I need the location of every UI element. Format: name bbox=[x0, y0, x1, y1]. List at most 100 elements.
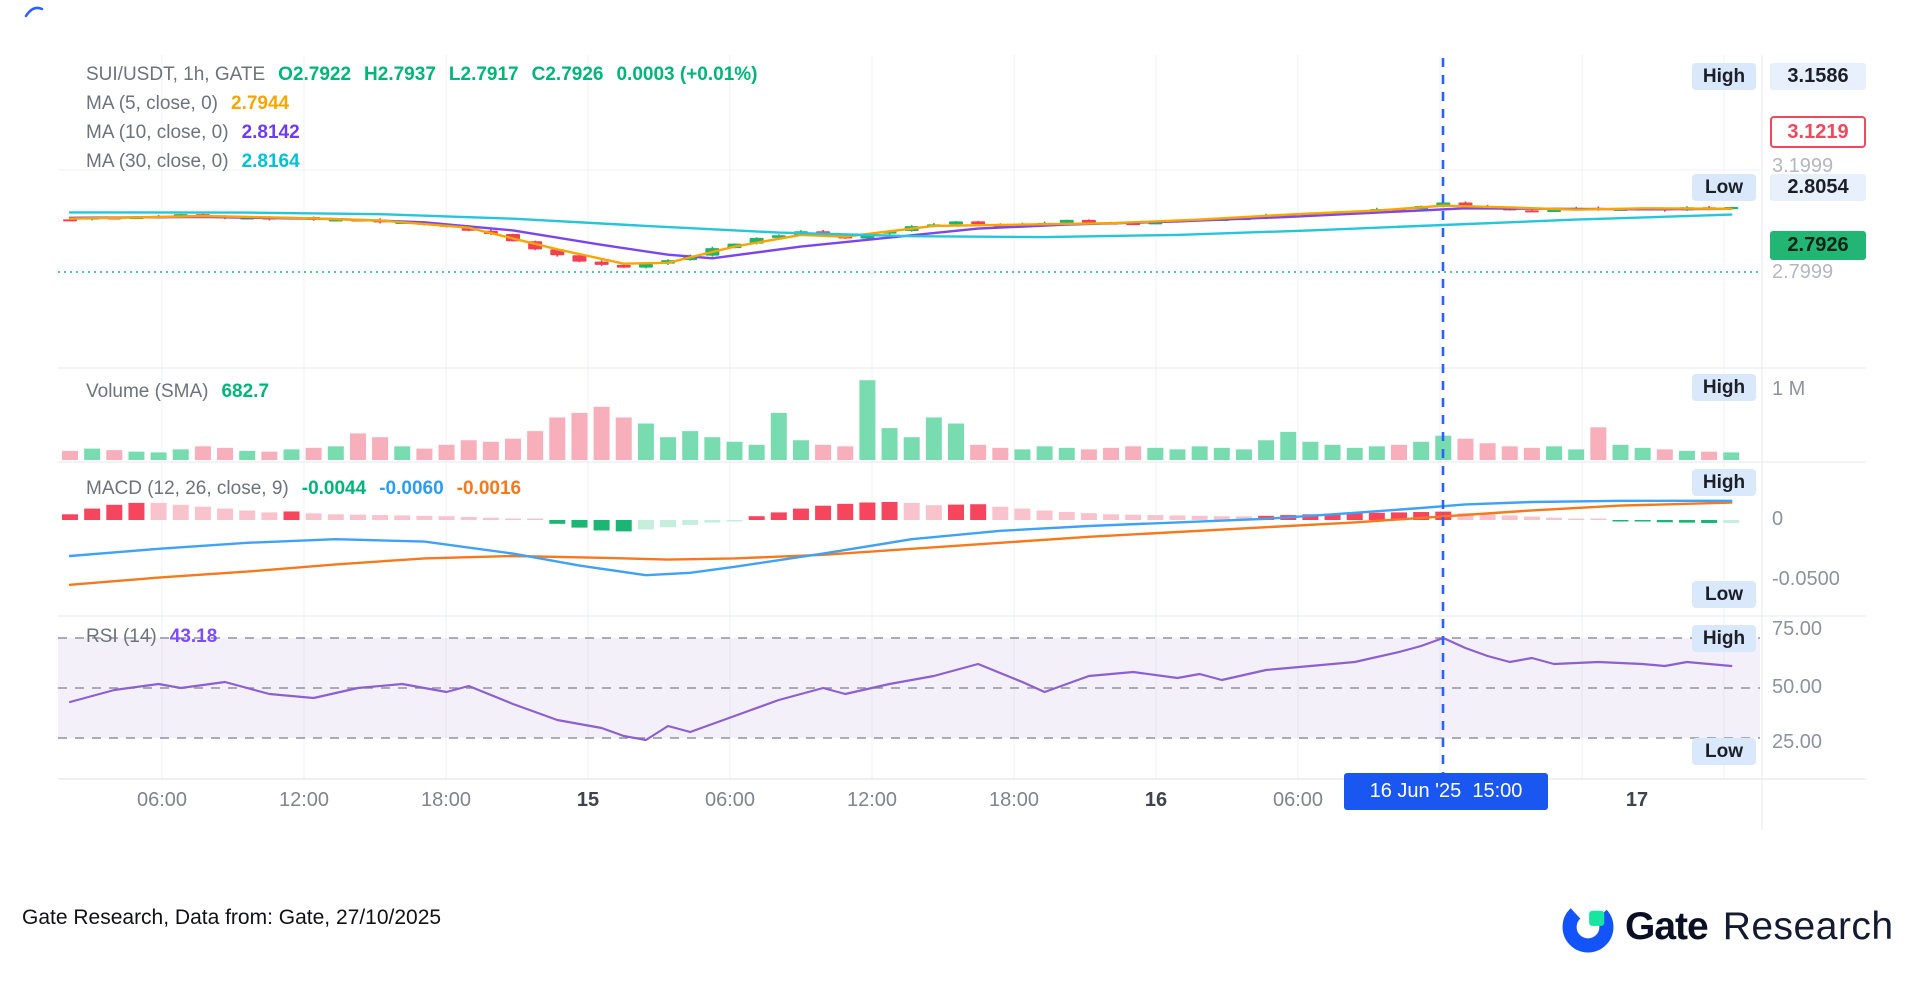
candle-body bbox=[63, 219, 77, 222]
brand-research-text: Research bbox=[1722, 905, 1894, 948]
macd-histogram-bar bbox=[1103, 514, 1120, 520]
time-tick-hour: 06:00 bbox=[1272, 789, 1324, 811]
volume-bar bbox=[1413, 441, 1430, 460]
volume-bar bbox=[1191, 446, 1208, 460]
macd-legend: MACD (12, 26, close, 9) -0.0044 -0.0060 … bbox=[86, 478, 521, 500]
macd-histogram-bar bbox=[1634, 520, 1651, 522]
volume-bar bbox=[327, 446, 344, 460]
volume-bar bbox=[571, 412, 588, 460]
macd-histogram-bar bbox=[1080, 513, 1097, 520]
macd-histogram-bar bbox=[460, 516, 477, 520]
volume-bar bbox=[1346, 447, 1363, 460]
rsi-label: RSI (14) bbox=[86, 626, 157, 647]
macd-histogram-bar bbox=[305, 513, 322, 520]
ma5-value: 2.7944 bbox=[231, 93, 290, 114]
rsi-low-badge: Low bbox=[1692, 738, 1756, 765]
macd-histogram-bar bbox=[1523, 516, 1540, 520]
candle-body bbox=[1059, 219, 1074, 223]
ma30-line bbox=[68, 211, 1733, 239]
macd-histogram-bar bbox=[1169, 515, 1186, 520]
macd-histogram-bar bbox=[172, 504, 189, 520]
ohlc-legend: SUI/USDT, 1h, GATE O2.7922 H2.7937 L2.79… bbox=[86, 64, 757, 86]
macd-histogram-bar bbox=[1235, 516, 1252, 520]
volume-bar bbox=[305, 447, 322, 460]
volume-bar bbox=[1036, 446, 1053, 460]
macd-histogram-bar bbox=[194, 506, 211, 520]
rsi-legend: RSI (14) 43.18 bbox=[86, 626, 217, 648]
volume-bar bbox=[948, 423, 964, 460]
volume-bar bbox=[660, 437, 677, 460]
time-tick-hour: 18:00 bbox=[988, 789, 1040, 811]
price-alert-level: 3.1219 bbox=[1770, 116, 1866, 148]
macd-line-value: -0.0060 bbox=[379, 478, 444, 499]
ma10-line bbox=[68, 207, 1733, 260]
macd-histogram-bar bbox=[1036, 510, 1053, 520]
ma10-legend: MA (10, close, 0) 2.8142 bbox=[86, 122, 300, 144]
macd-histogram-bar bbox=[859, 502, 876, 520]
volume-bar bbox=[1147, 447, 1164, 460]
volume-bar bbox=[394, 446, 411, 460]
macd-histogram-bar bbox=[239, 510, 256, 520]
volume-bar bbox=[859, 380, 876, 460]
macd-histogram-bar bbox=[349, 514, 366, 520]
volume-bar bbox=[1590, 427, 1607, 460]
ma30-label: MA (30, close, 0) bbox=[86, 151, 229, 172]
ma30-value: 2.8164 bbox=[241, 151, 300, 172]
macd-histogram-bar bbox=[1346, 513, 1363, 520]
rsi-line bbox=[68, 636, 1733, 742]
volume-bar bbox=[992, 447, 1009, 460]
volume-bar bbox=[1568, 449, 1585, 460]
volume-bar bbox=[1235, 449, 1252, 460]
candle-body bbox=[1547, 210, 1562, 213]
volume-bar bbox=[150, 452, 167, 460]
rsi-high-badge: High bbox=[1692, 625, 1756, 652]
macd-histogram-bar bbox=[1191, 515, 1208, 520]
ma10-value: 2.8142 bbox=[241, 122, 300, 143]
volume-bar bbox=[1656, 449, 1673, 460]
volume-bar bbox=[1014, 449, 1031, 460]
macd-histogram-bar bbox=[881, 501, 898, 520]
candle-body bbox=[971, 221, 986, 225]
symbol-label: SUI/USDT, 1h, GATE bbox=[86, 64, 266, 85]
volume-bar bbox=[1080, 449, 1097, 460]
ma30-legend: MA (30, close, 0) 2.8164 bbox=[86, 151, 300, 173]
volume-bar bbox=[615, 417, 632, 460]
macd-histogram-bar bbox=[1546, 517, 1563, 520]
candle-body bbox=[638, 263, 653, 268]
volume-bar bbox=[416, 448, 433, 460]
time-tick-day: 15 bbox=[576, 789, 600, 811]
macd-histogram-bar bbox=[1368, 512, 1385, 520]
volume-bar bbox=[1368, 446, 1385, 460]
volume-high-badge: High bbox=[1692, 374, 1756, 401]
volume-label: Volume (SMA) bbox=[86, 381, 209, 402]
macd-low-badge: Low bbox=[1692, 581, 1756, 608]
volume-bar bbox=[505, 438, 521, 460]
macd-histogram-bar bbox=[1501, 515, 1518, 520]
volume-bar bbox=[128, 451, 145, 460]
macd-high-badge: High bbox=[1692, 469, 1756, 496]
volume-bar bbox=[770, 412, 787, 460]
macd-histogram-bar bbox=[1413, 512, 1430, 520]
data-source-caption: Gate Research, Data from: Gate, 27/10/20… bbox=[22, 906, 442, 929]
macd-line bbox=[68, 499, 1733, 577]
volume-bar bbox=[1479, 443, 1496, 460]
candle-body bbox=[949, 221, 963, 225]
macd-histogram-bar bbox=[416, 515, 433, 520]
volume-bar bbox=[1280, 431, 1297, 460]
macd-histogram-bar bbox=[815, 505, 832, 520]
brand-gate-text: Gate bbox=[1625, 905, 1709, 948]
macd-histogram-bar bbox=[1324, 513, 1341, 520]
volume-bar bbox=[194, 446, 211, 460]
time-tick-hour: 06:00 bbox=[704, 789, 756, 811]
macd-histogram-bar bbox=[1213, 516, 1230, 520]
gate-logo-icon bbox=[1562, 901, 1614, 953]
macd-histogram-bar bbox=[792, 508, 809, 520]
macd-histogram-bar bbox=[748, 516, 765, 520]
price-high-badge: High bbox=[1692, 63, 1756, 90]
volume-bar bbox=[1125, 446, 1142, 460]
macd-histogram-bar bbox=[549, 520, 566, 524]
volume-bar bbox=[1678, 450, 1695, 460]
price-low-badge: Low bbox=[1692, 174, 1756, 201]
time-tick-day: 16 bbox=[1144, 789, 1168, 811]
